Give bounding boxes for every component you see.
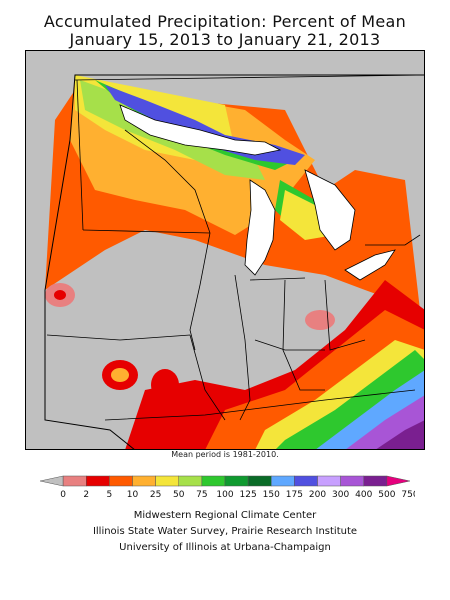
legend-label: 25 [150,490,161,500]
legend-swatch [363,475,388,487]
legend-label: 5 [107,490,113,500]
lake-huron [304,169,356,251]
credit-line-3: University of Illinois at Urbana-Champai… [119,542,331,553]
precip-blob-missouri-yellow [111,368,129,382]
legend-swatch [224,475,249,487]
legend-swatch [178,475,203,487]
legend-swatch [294,475,318,487]
legend-swatch [62,475,87,487]
legend-label: 150 [263,490,280,500]
legend-label: 75 [196,490,207,500]
legend-label: 125 [240,490,257,500]
lake-michigan [244,179,276,276]
credit-line-1: Midwestern Regional Climate Center [133,510,317,521]
legend-swatch [247,475,272,487]
legend-swatch [86,475,110,487]
map-region-outline [44,74,425,450]
precip-blob-ohio-pink [305,310,335,330]
legend-swatch [271,475,295,487]
state-boundaries [46,74,425,421]
mean-period-note: Mean period is 1981-2010. [171,450,279,459]
legend-swatch [155,475,179,487]
legend-swatch [132,475,156,487]
legend-label: 50 [173,490,185,500]
lake-erie [344,249,396,281]
legend-swatch [340,475,364,487]
color-legend: 02510255075100125150175200300400500750 [39,475,415,500]
precip-zone-south-darkpurple [375,420,425,450]
legend-label: 0 [60,490,66,500]
legend-label: 750 [401,490,415,500]
precip-blob-west-red [54,290,66,300]
precipitation-map [25,50,425,450]
legend-swatch [109,475,133,487]
legend-swatch [386,475,411,487]
legend-label: 175 [286,490,303,500]
legend-swatch [39,475,64,487]
map-frame [25,50,425,450]
legend-swatch [317,475,341,487]
legend-label: 500 [378,490,395,500]
legend-label: 400 [355,490,372,500]
legend-swatch [201,475,226,487]
legend-label: 2 [83,490,89,500]
map-title-line-2: January 15, 2013 to January 21, 2013 [69,30,381,49]
credit-line-2: Illinois State Water Survey, Prairie Res… [92,526,358,537]
lake-superior [119,104,282,156]
legend-label: 10 [127,490,139,500]
map-title-line-1: Accumulated Precipitation: Percent of Me… [43,12,407,31]
legend-label: 200 [309,490,326,500]
precip-blob-center-red [151,369,179,401]
legend-label: 300 [332,490,349,500]
legend-label: 100 [216,490,233,500]
